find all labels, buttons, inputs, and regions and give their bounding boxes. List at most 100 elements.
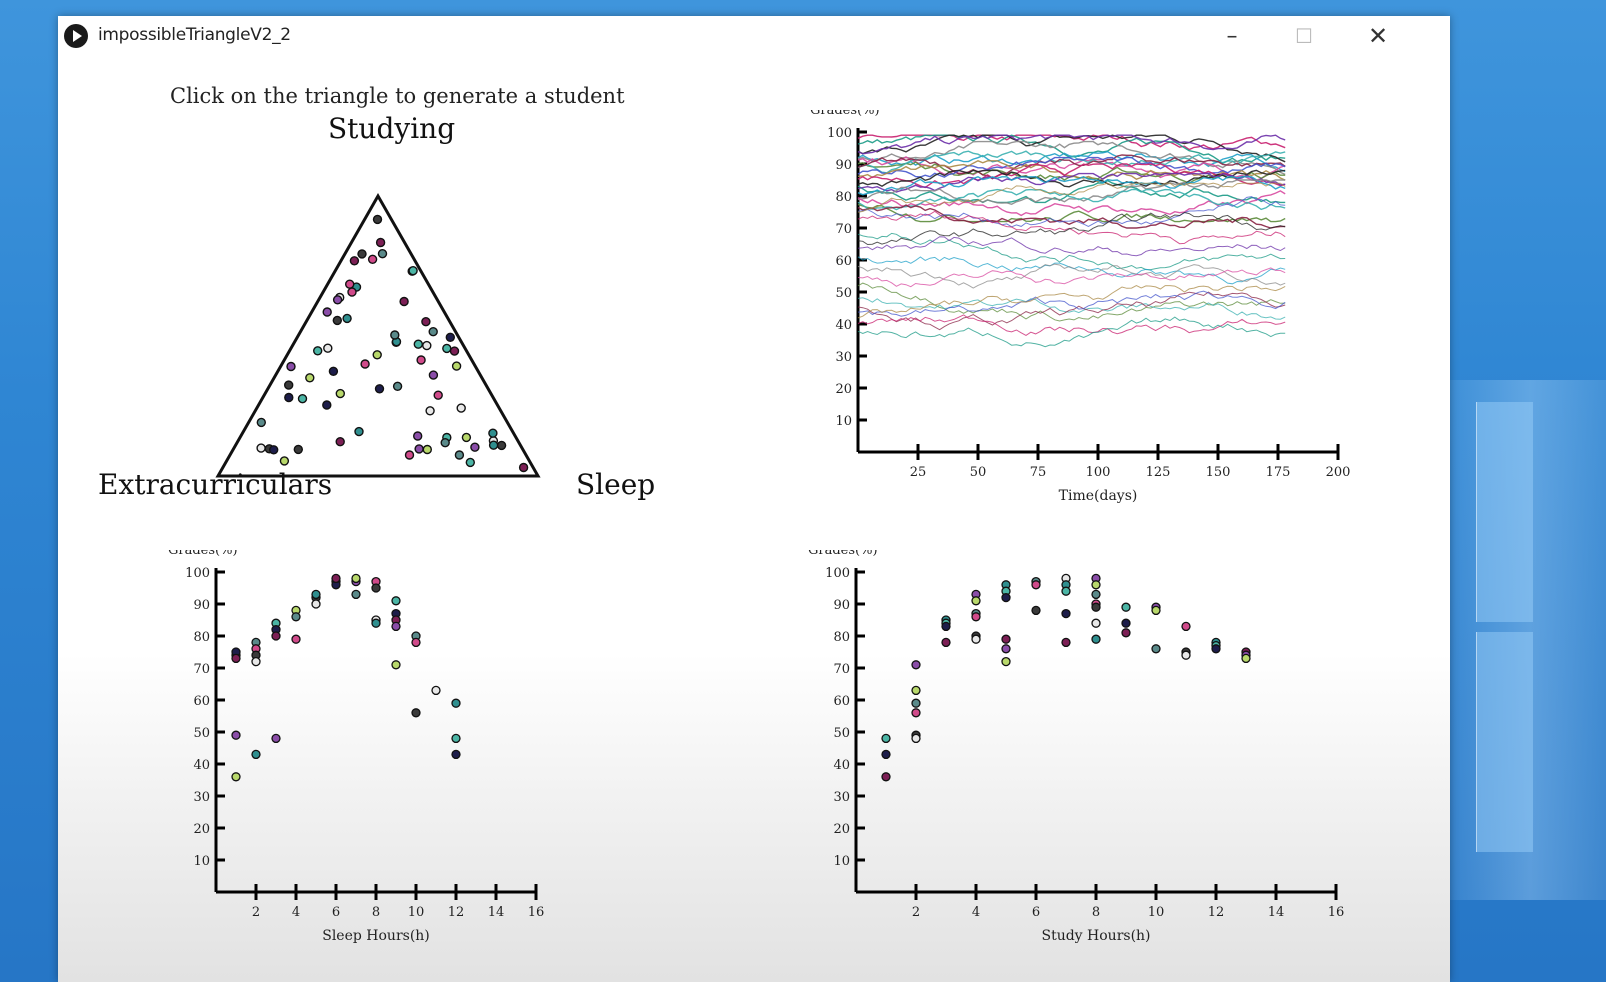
triangle-student-point: [428, 370, 439, 380]
scatter-point: [911, 660, 921, 670]
x-tick-label: 125: [1146, 465, 1171, 480]
sketch-canvas[interactable]: Click on the triangle to generate a stud…: [58, 56, 1450, 982]
triangle-student-point: [412, 431, 423, 441]
title-bar[interactable]: impossibleTriangleV2_2 – ☐ ✕: [58, 16, 1450, 56]
y-tick-label: 30: [835, 350, 852, 365]
y-tick-label: 20: [193, 822, 210, 837]
scatter-point: [1091, 618, 1101, 628]
triangle-student-point: [416, 355, 426, 365]
triangle-label-extracurriculars: Extracurriculars: [98, 468, 333, 501]
window-title: impossibleTriangleV2_2: [98, 25, 291, 45]
scatter-point: [391, 660, 401, 670]
x-tick-label: 6: [332, 905, 340, 920]
scatter-point: [971, 634, 981, 644]
scatter-point: [291, 612, 301, 622]
y-tick-label: 40: [193, 758, 210, 773]
app-window: impossibleTriangleV2_2 – ☐ ✕ Click on th…: [58, 16, 1450, 982]
y-axis-label: Grades(%): [808, 550, 878, 558]
triangle-student-point: [344, 279, 355, 289]
maximize-button[interactable]: ☐: [1295, 24, 1313, 48]
minimize-button[interactable]: –: [1226, 23, 1238, 49]
x-tick-label: 10: [408, 905, 425, 920]
triangle-student-point: [284, 392, 294, 403]
grade-series-line: [857, 156, 1286, 178]
triangle-outline[interactable]: [215, 192, 541, 478]
scatter-point: [1241, 653, 1251, 664]
y-tick-label: 90: [833, 598, 850, 613]
triangle-student-point: [375, 237, 386, 248]
grades-time-chart: 10 20 30 40 50 60 70 80 90 100 25 50 75 100 125 150 175 2…: [810, 110, 1351, 504]
y-tick-label: 30: [193, 790, 210, 805]
grade-series-line: [857, 316, 1286, 348]
x-tick-label: 175: [1266, 465, 1291, 480]
triangle-label-sleep: Sleep: [576, 468, 656, 501]
scatter-point: [1061, 608, 1071, 619]
scatter-point: [1091, 580, 1101, 590]
processing-play-icon: [64, 24, 88, 48]
y-tick-label: 100: [827, 126, 852, 141]
triangle-student-point: [454, 450, 465, 460]
triangle-student-point: [461, 432, 472, 443]
y-tick-label: 50: [835, 286, 852, 301]
triangle-student-point: [256, 443, 266, 453]
y-tick-label: 10: [835, 414, 852, 429]
x-axis-label: Study Hours(h): [1041, 928, 1150, 944]
scatter-point: [451, 698, 461, 708]
triangle-student-point: [442, 343, 452, 354]
grade-series-line: [857, 176, 1286, 196]
scatter-point: [251, 749, 261, 760]
triangle-student-point: [390, 330, 400, 340]
triangle-student-point: [332, 315, 343, 326]
x-tick-label: 14: [488, 905, 505, 920]
scatter-point: [1061, 586, 1071, 596]
x-tick-label: 12: [1208, 905, 1225, 920]
triangle-student-point: [496, 440, 507, 451]
scatter-point: [1121, 618, 1131, 628]
x-tick-label: 4: [972, 905, 980, 920]
triangle-student-point: [372, 350, 382, 360]
close-button[interactable]: ✕: [1367, 22, 1389, 50]
grade-series-line: [857, 263, 1286, 289]
grade-series-line: [857, 285, 1286, 319]
scatter-point: [351, 573, 361, 584]
y-tick-label: 20: [835, 382, 852, 397]
y-tick-label: 50: [193, 726, 210, 741]
scatter-point: [1091, 634, 1101, 644]
x-tick-label: 2: [912, 905, 920, 920]
x-tick-label: 50: [970, 465, 987, 480]
x-tick-label: 200: [1326, 465, 1351, 480]
triangle-student-point: [374, 384, 385, 394]
triangle-label-studying: Studying: [328, 112, 456, 145]
grade-series-line: [857, 291, 1286, 331]
triangle-student-point: [286, 361, 296, 372]
grade-series-line: [857, 134, 1286, 163]
triangle-student-point: [470, 442, 480, 452]
scatter-point: [1121, 628, 1131, 638]
triangle-student-point: [428, 326, 438, 337]
scatter-point: [231, 772, 241, 782]
grade-series-line: [857, 232, 1286, 271]
y-tick-label: 60: [193, 694, 210, 709]
scatter-point: [971, 612, 981, 622]
scatter-point: [1031, 580, 1041, 590]
scatter-point: [331, 573, 341, 584]
triangle-student-point: [322, 307, 332, 317]
y-tick-label: 10: [193, 854, 210, 869]
triangle-student-point: [399, 296, 409, 307]
scatter-point: [1091, 589, 1101, 600]
x-tick-label: 8: [372, 905, 380, 920]
y-tick-label: 10: [833, 854, 850, 869]
student-triangle[interactable]: [208, 186, 548, 486]
scatter-point: [311, 599, 321, 609]
triangle-student-point: [422, 444, 433, 455]
x-tick-label: 2: [252, 905, 260, 920]
y-tick-label: 40: [835, 318, 852, 333]
triangle-student-point: [445, 332, 456, 343]
scatter-point: [391, 596, 401, 606]
scatter-point: [1181, 621, 1191, 632]
triangle-student-point: [297, 393, 308, 404]
x-tick-label: 12: [448, 905, 465, 920]
grade-series-line: [857, 267, 1286, 288]
triangle-student-point: [414, 444, 424, 454]
scatter-point: [1091, 602, 1101, 612]
